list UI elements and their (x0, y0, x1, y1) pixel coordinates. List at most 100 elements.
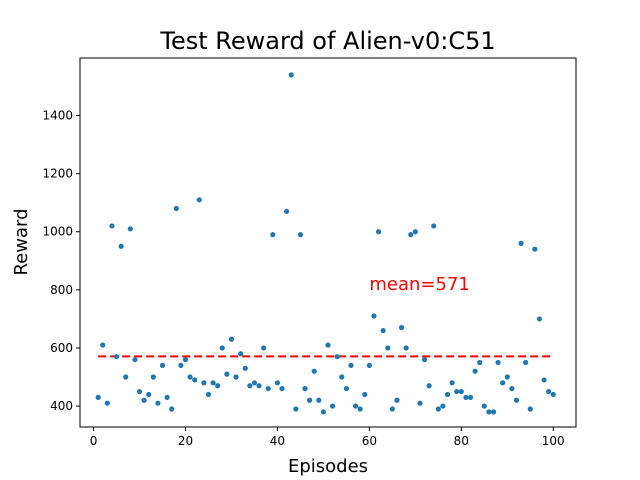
data-point (169, 406, 175, 412)
data-point (307, 397, 313, 403)
data-point (224, 371, 230, 377)
data-point (403, 345, 409, 351)
data-point (95, 394, 101, 400)
data-point (477, 359, 483, 366)
data-point (109, 223, 115, 229)
x-tick-label: 40 (270, 434, 285, 448)
data-point (192, 377, 198, 383)
data-point (444, 391, 451, 398)
data-point (270, 232, 276, 238)
data-point (380, 327, 386, 334)
data-point (123, 374, 129, 380)
data-point (284, 208, 290, 215)
data-point (100, 342, 106, 348)
data-point (421, 356, 428, 363)
data-point (274, 380, 281, 386)
data-point (302, 386, 308, 392)
data-point (518, 240, 524, 246)
data-point (228, 336, 235, 342)
data-point (238, 351, 244, 357)
data-point (371, 313, 377, 319)
data-point (325, 342, 331, 348)
data-point (417, 400, 423, 406)
y-tick-label: 1200 (42, 167, 73, 181)
data-point (394, 397, 400, 403)
data-point (334, 354, 340, 360)
data-point (251, 380, 258, 386)
data-points (95, 72, 556, 415)
data-point (527, 406, 533, 412)
data-point (159, 362, 166, 369)
data-point (431, 223, 437, 229)
x-tick-label: 100 (542, 434, 565, 448)
y-tick-label: 400 (50, 399, 73, 413)
data-point (362, 391, 368, 398)
data-point (357, 406, 363, 412)
data-point (481, 403, 487, 409)
plot-frame (79, 57, 577, 428)
chart-title: Test Reward of Alien-v0:C51 (159, 27, 495, 55)
data-point (178, 362, 184, 369)
data-point (261, 345, 267, 351)
data-point (435, 406, 441, 412)
x-axis-label: Episodes (288, 456, 368, 477)
data-point (339, 374, 345, 380)
x-tick-label: 20 (178, 434, 193, 448)
x-tick-label: 0 (90, 434, 98, 448)
data-point (440, 403, 446, 409)
y-axis-label: Reward (11, 208, 32, 275)
data-point (472, 368, 478, 374)
data-point (385, 345, 391, 351)
data-point (210, 380, 216, 386)
x-axis: 0 20 40 60 80 100 (90, 427, 565, 448)
data-point (104, 400, 110, 406)
data-point (449, 380, 455, 386)
y-tick-label: 1400 (42, 109, 73, 123)
x-tick-label: 80 (454, 434, 469, 448)
data-point (536, 316, 543, 322)
data-point (215, 383, 221, 389)
data-point (490, 409, 497, 415)
y-axis: 400 600 800 1000 1200 1400 (42, 109, 80, 413)
data-point (182, 356, 189, 363)
data-point (164, 394, 170, 400)
data-point (247, 383, 253, 389)
data-point (141, 397, 147, 403)
data-point (316, 397, 322, 403)
data-point (136, 388, 143, 395)
data-point (458, 388, 464, 395)
data-point (426, 383, 432, 389)
data-point (265, 386, 271, 392)
data-point (150, 374, 156, 380)
data-point (233, 374, 239, 380)
data-point (201, 380, 207, 386)
data-point (343, 386, 349, 392)
data-point (509, 386, 515, 392)
data-point (173, 205, 179, 212)
data-point (398, 325, 405, 331)
data-point (132, 356, 138, 363)
data-point (467, 394, 474, 400)
data-point (320, 409, 327, 415)
data-point (500, 380, 506, 386)
data-point (205, 391, 212, 398)
data-point (513, 397, 520, 403)
y-tick-label: 600 (50, 341, 73, 355)
data-point (155, 400, 161, 406)
data-point (532, 246, 538, 252)
data-point (463, 394, 469, 400)
data-point (375, 229, 382, 235)
y-tick-label: 1000 (42, 225, 73, 239)
data-point (297, 232, 304, 238)
data-point (242, 365, 248, 371)
data-point (504, 374, 510, 380)
data-point (288, 72, 294, 78)
data-point (146, 391, 152, 398)
data-point (113, 354, 120, 360)
data-point (412, 229, 418, 235)
data-point (408, 232, 414, 238)
data-point (495, 359, 501, 366)
data-point (293, 406, 299, 412)
